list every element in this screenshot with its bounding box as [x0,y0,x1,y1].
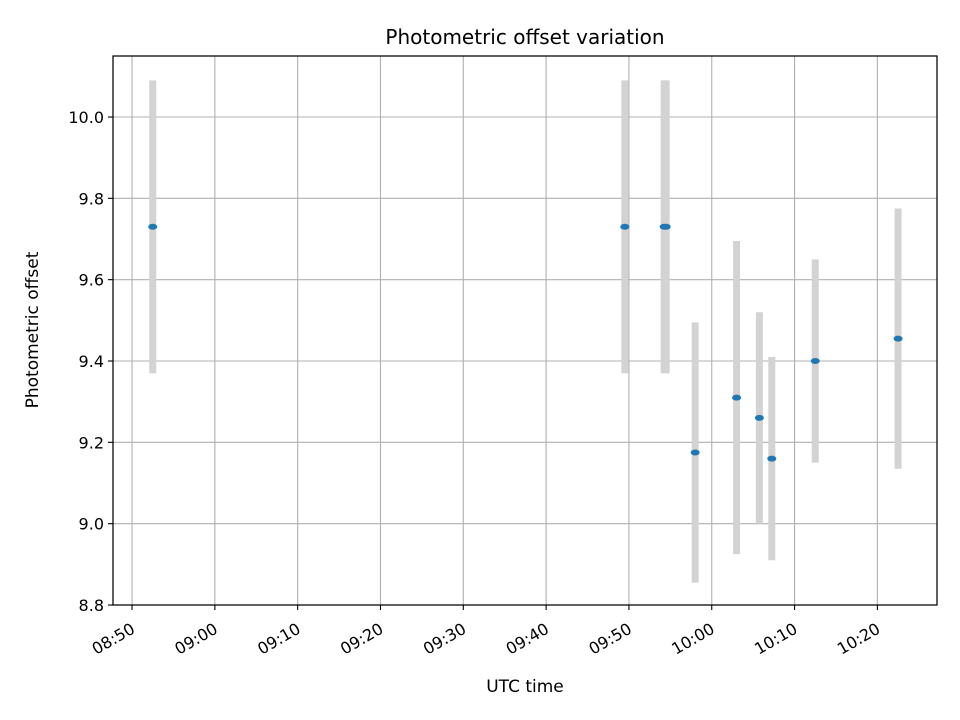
data-point [732,394,742,401]
data-point [690,449,700,456]
plot-frame [112,55,938,606]
data-point [810,358,820,364]
data-point [754,414,764,421]
data-point [148,223,158,230]
y-tick-label: 9.6 [79,271,104,290]
y-tick-label: 9.0 [79,515,104,534]
y-tick-label: 9.8 [79,189,104,208]
y-tick-label: 10.0 [68,108,104,127]
chart-title: Photometric offset variation [385,25,664,49]
y-axis-label: Photometric offset [23,251,43,408]
y-tick-label: 9.4 [79,352,104,371]
data-point [767,455,777,462]
data-point [620,223,630,230]
data-point [661,223,671,230]
x-axis-label: UTC time [486,677,564,697]
data-layer [148,80,903,583]
y-tick-label: 9.2 [79,433,104,452]
data-point [893,335,903,342]
y-tick-label: 8.8 [79,596,104,615]
